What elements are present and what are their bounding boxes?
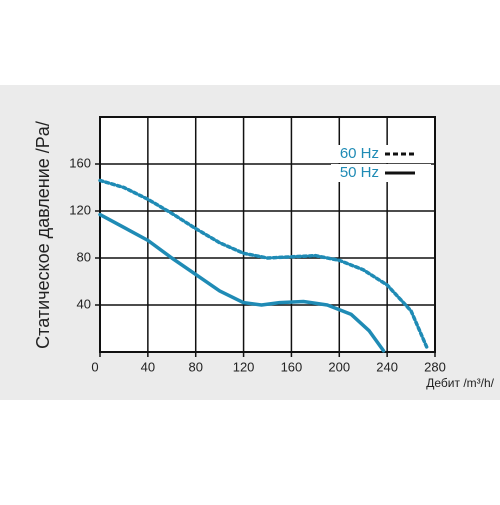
legend-bg: [331, 164, 431, 182]
series-line: [98, 212, 386, 353]
x-tick-label: 0: [91, 359, 98, 374]
legend-label: 50 Hz: [340, 164, 379, 181]
legend-bg: [331, 145, 431, 163]
x-tick-label: 80: [188, 359, 202, 374]
y-tick-label: 160: [69, 155, 91, 170]
x-tick-label: 120: [233, 359, 255, 374]
x-tick-label: 160: [281, 359, 303, 374]
y-tick-label: 120: [69, 202, 91, 217]
x-axis-label: Дебит /m³/h/: [426, 376, 494, 390]
series-line: [98, 178, 430, 352]
y-tick-label: 80: [77, 249, 91, 264]
x-tick-label: 200: [328, 359, 350, 374]
legend-label: 60 Hz: [340, 145, 379, 162]
x-tick-label: 240: [376, 359, 398, 374]
y-axis-label: Статическое давление /Pa/: [33, 121, 53, 349]
x-tick-label: 280: [424, 359, 446, 374]
x-tick-label: 40: [141, 359, 155, 374]
y-tick-label: 40: [77, 296, 91, 311]
